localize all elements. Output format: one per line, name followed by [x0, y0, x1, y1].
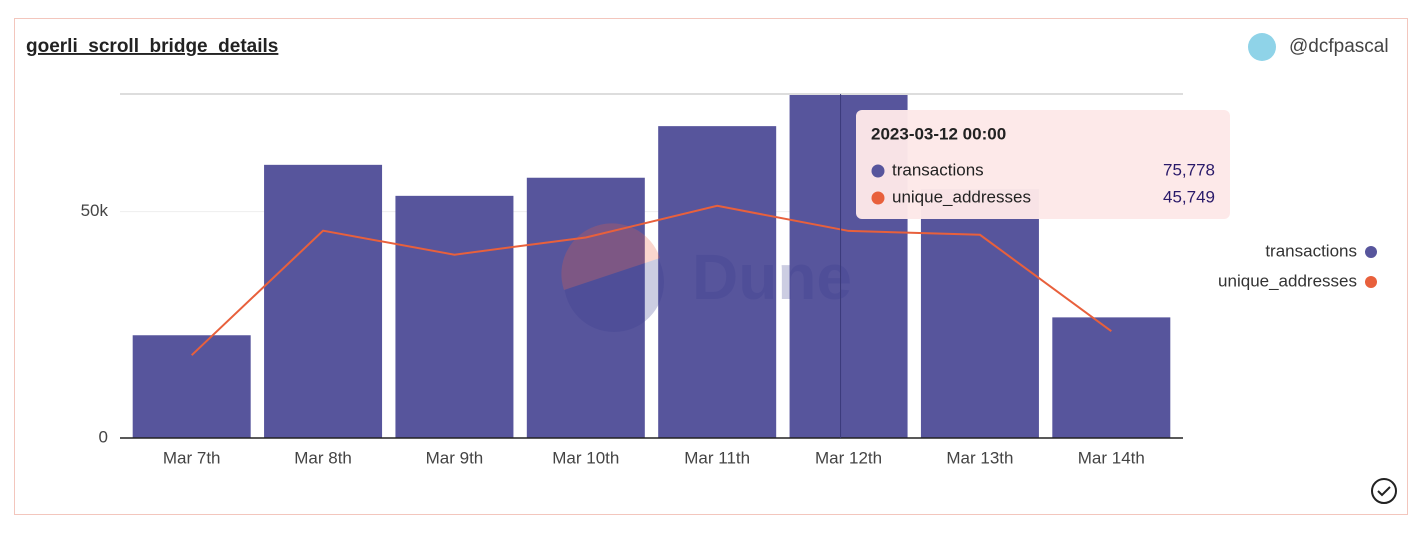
bar	[658, 126, 777, 438]
x-tick-label: Mar 7th	[163, 448, 221, 467]
bar	[920, 189, 1039, 438]
y-tick-label: 50k	[81, 201, 109, 220]
x-tick-label: Mar 13th	[946, 448, 1013, 467]
tooltip-value: 45,749	[1163, 187, 1215, 206]
bar	[132, 335, 251, 438]
x-tick-label: Mar 10th	[552, 448, 619, 467]
legend-dot	[1365, 276, 1377, 288]
tooltip-label: unique_addresses	[892, 187, 1031, 206]
tooltip	[856, 110, 1230, 219]
x-tick-label: Mar 9th	[426, 448, 484, 467]
bar	[526, 177, 645, 438]
chart-title[interactable]: goerli_scroll_bridge_details	[26, 36, 278, 57]
author[interactable]: @dcfpascal	[1289, 36, 1389, 57]
tooltip-dot	[871, 191, 885, 205]
tooltip-value: 75,778	[1163, 160, 1215, 179]
line	[190, 204, 1112, 356]
x-tick-label: Mar 12th	[815, 448, 882, 467]
watermark: Dune	[561, 223, 852, 332]
legend-dot	[1365, 246, 1377, 258]
x-tick-label: Mar 11th	[684, 448, 750, 467]
check-icon[interactable]	[1371, 478, 1397, 504]
legend-label[interactable]: transactions	[1265, 241, 1357, 260]
bar	[264, 164, 383, 438]
bar	[395, 195, 514, 438]
bar	[1052, 317, 1171, 438]
x-tick-label: Mar 8th	[294, 448, 352, 467]
x-tick-label: Mar 14th	[1078, 448, 1145, 467]
watermark-text: Dune	[692, 241, 852, 313]
legend-label[interactable]: unique_addresses	[1218, 271, 1357, 290]
avatar	[1248, 33, 1276, 61]
tooltip-dot	[871, 164, 885, 178]
tooltip-title: 2023-03-12 00:00	[871, 124, 1006, 143]
tooltip-label: transactions	[892, 160, 984, 179]
y-tick-label: 0	[99, 427, 108, 446]
